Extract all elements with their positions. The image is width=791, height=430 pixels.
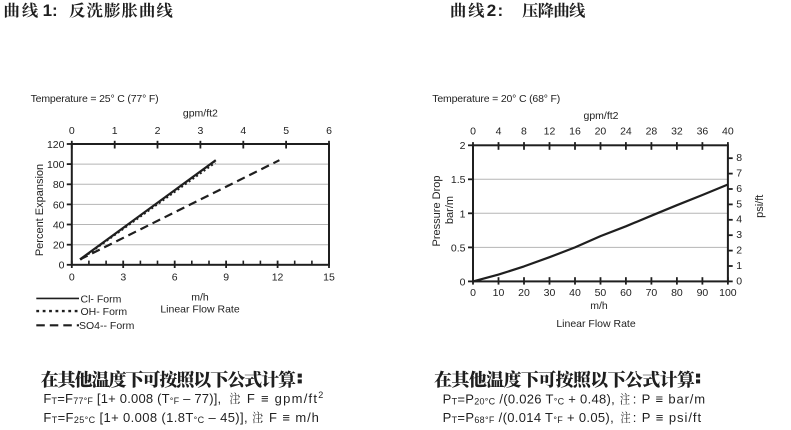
svg-text:80: 80 — [53, 179, 65, 191]
svg-text:100: 100 — [47, 159, 65, 171]
svg-text:9: 9 — [223, 271, 229, 283]
svg-text:Pressure Drop: Pressure Drop — [431, 176, 443, 247]
svg-text:6: 6 — [736, 183, 742, 195]
svg-text:7: 7 — [736, 168, 742, 180]
svg-text:0: 0 — [69, 125, 75, 137]
svg-text:15: 15 — [323, 271, 335, 283]
svg-text:16: 16 — [569, 125, 581, 137]
svg-text:FT=F77°F [1+ 0.008 (T°F – 77)]: FT=F77°F [1+ 0.008 (T°F – 77)], — [43, 391, 221, 406]
svg-text:5: 5 — [283, 125, 289, 137]
svg-text:8: 8 — [736, 152, 742, 164]
svg-text:70: 70 — [646, 287, 658, 299]
svg-text:60: 60 — [620, 287, 632, 299]
svg-text:90: 90 — [697, 287, 709, 299]
svg-text:0: 0 — [470, 125, 476, 137]
svg-text:1: 1 — [460, 208, 466, 220]
svg-text:1: 1 — [112, 125, 118, 137]
svg-text:2:: 2: — [487, 1, 505, 20]
svg-text:36: 36 — [697, 125, 709, 137]
svg-text:2: 2 — [460, 140, 466, 152]
svg-text:12: 12 — [544, 125, 556, 137]
svg-text:50: 50 — [595, 287, 607, 299]
svg-text:Temperature = 20° C (68° F): Temperature = 20° C (68° F) — [432, 93, 560, 105]
svg-text:OH- Form: OH- Form — [81, 306, 128, 318]
svg-text:Linear Flow Rate: Linear Flow Rate — [556, 318, 636, 330]
svg-text:12: 12 — [272, 271, 284, 283]
svg-text:3: 3 — [736, 229, 742, 241]
svg-text:8: 8 — [521, 125, 527, 137]
svg-text:30: 30 — [544, 287, 556, 299]
svg-text:SO4-- Form: SO4-- Form — [79, 320, 135, 332]
svg-text:5: 5 — [736, 198, 742, 210]
svg-text:120: 120 — [47, 139, 65, 151]
svg-text:32: 32 — [671, 125, 683, 137]
svg-text:Percent Expansion: Percent Expansion — [34, 164, 46, 256]
svg-text:bar/m: bar/m — [444, 196, 456, 224]
svg-text:4: 4 — [240, 125, 246, 137]
svg-text:PT=P20°C /(0.026 T°C + 0.48),: PT=P20°C /(0.026 T°C + 0.48), — [443, 391, 615, 406]
svg-text:0: 0 — [69, 271, 75, 283]
svg-text:40: 40 — [53, 219, 65, 231]
svg-text:20: 20 — [595, 125, 607, 137]
svg-text:0: 0 — [470, 287, 476, 299]
svg-text:3: 3 — [120, 271, 126, 283]
svg-text:40: 40 — [569, 287, 581, 299]
svg-text:m/h: m/h — [590, 300, 608, 312]
svg-text:gpm/ft2: gpm/ft2 — [183, 108, 218, 120]
svg-text:40: 40 — [722, 125, 734, 137]
svg-text:24: 24 — [620, 125, 632, 137]
svg-text:Cl- Form: Cl- Form — [81, 293, 122, 305]
svg-text:4: 4 — [736, 214, 742, 226]
svg-text:6: 6 — [326, 125, 332, 137]
svg-text:28: 28 — [646, 125, 658, 137]
svg-text:Temperature = 25° C (77° F): Temperature = 25° C (77° F) — [31, 93, 159, 105]
svg-text:: F ≡ m/h: : F ≡ m/h — [260, 410, 320, 425]
svg-text:1:: 1: — [43, 1, 58, 20]
svg-text:80: 80 — [671, 287, 683, 299]
svg-text:20: 20 — [53, 240, 65, 252]
svg-text:4: 4 — [496, 125, 502, 137]
svg-text:psi/ft: psi/ft — [754, 195, 766, 218]
svg-text:20: 20 — [518, 287, 530, 299]
svg-text:3: 3 — [197, 125, 203, 137]
svg-text:0: 0 — [460, 276, 466, 288]
svg-text:: P ≡ psi/ft: : P ≡ psi/ft — [633, 410, 702, 425]
svg-text:: P ≡ bar/m: : P ≡ bar/m — [633, 391, 706, 406]
svg-text:100: 100 — [719, 287, 737, 299]
svg-text:6: 6 — [172, 271, 178, 283]
svg-text:Linear Flow Rate: Linear Flow Rate — [160, 303, 240, 315]
svg-text:0: 0 — [59, 260, 65, 272]
svg-text:m/h: m/h — [191, 291, 209, 303]
svg-text:10: 10 — [493, 287, 505, 299]
svg-text:: F ≡ gpm/ft2: : F ≡ gpm/ft2 — [237, 390, 324, 406]
svg-text:gpm/ft2: gpm/ft2 — [583, 110, 618, 122]
svg-text:2: 2 — [155, 125, 161, 137]
svg-text:0: 0 — [736, 275, 742, 287]
svg-text:FT=F25°C [1+ 0.008 (1.8T°C – 4: FT=F25°C [1+ 0.008 (1.8T°C – 45)], — [43, 410, 248, 425]
svg-text:1: 1 — [736, 260, 742, 272]
svg-text:2: 2 — [736, 245, 742, 257]
svg-text:60: 60 — [53, 199, 65, 211]
svg-text:1.5: 1.5 — [451, 174, 466, 186]
svg-text:PT=P68°F /(0.014 T°F + 0.05),: PT=P68°F /(0.014 T°F + 0.05), — [443, 410, 614, 425]
svg-text:0.5: 0.5 — [451, 242, 466, 254]
